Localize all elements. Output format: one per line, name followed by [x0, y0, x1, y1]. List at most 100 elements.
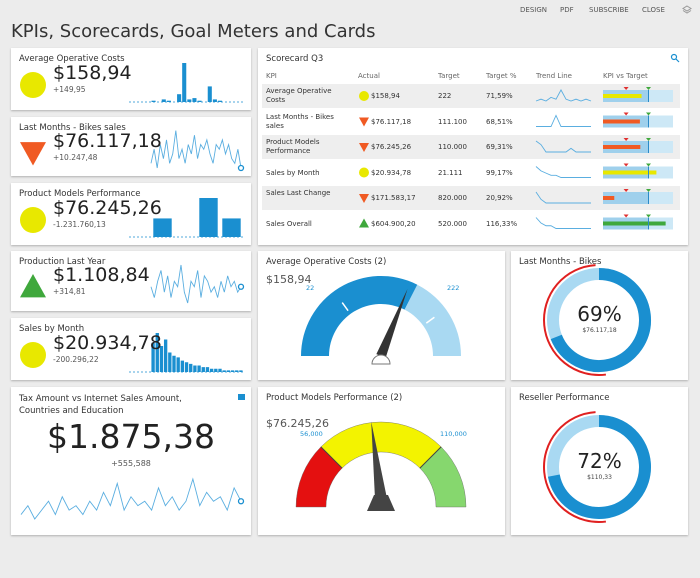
marker-red: [623, 163, 629, 167]
donut-arc: [550, 268, 651, 372]
trend-bar: [159, 346, 164, 372]
status-circle: [20, 72, 46, 98]
menu-item[interactable]: DESIGN: [520, 6, 547, 14]
trend-line: [150, 264, 242, 304]
kpi-name: Last Months - Bikes sales: [266, 112, 334, 130]
search-icon-handle: [675, 58, 680, 63]
gauge-band: [301, 276, 418, 356]
bullet-bar: [603, 221, 666, 226]
gauge-card: Average Operative Costs (2) $158,94 22 222: [258, 251, 505, 380]
trend-line: [536, 114, 591, 127]
page-title: KPIs, Scorecards, Goal Meters and Cards: [11, 21, 376, 42]
kpi-value: $20.934,78: [53, 332, 162, 354]
trend-bar: [176, 357, 180, 372]
trend-bar: [201, 367, 205, 372]
layers-icon[interactable]: [682, 5, 692, 15]
kpi-value: $76.117,18: [53, 129, 162, 152]
actual: $20.934,78: [371, 168, 412, 177]
scorecard: Scorecard Q3 KPI Actual Target Target % Trend…: [258, 48, 688, 245]
actual: $604.900,20: [371, 219, 416, 228]
column-header: Target: [438, 72, 460, 80]
card-title: Reseller Performance: [519, 393, 610, 403]
kpi-change: +314,81: [53, 287, 86, 296]
marker-red: [623, 112, 629, 116]
kpi-card: Production Last Year $1.108,84 +314,81: [11, 251, 251, 311]
actual: $76.245,26: [371, 143, 412, 151]
card-title: Sales by Month: [19, 324, 85, 334]
graphic: [20, 130, 245, 172]
target-pct: 99,17%: [486, 168, 513, 177]
trend-bar: [163, 339, 168, 372]
actual: $158,94: [371, 92, 400, 100]
trend-bar: [199, 198, 218, 237]
status-circle: [359, 91, 369, 101]
graphic: [543, 411, 651, 523]
donut-card: Last Months - Bikes 69% $76.117,18: [511, 251, 688, 380]
menu-item[interactable]: SUBSCRIBE: [589, 6, 629, 14]
donut-amount: $76.117,18: [582, 327, 617, 334]
menu-item[interactable]: CLOSE: [642, 6, 665, 14]
marker-red: [623, 214, 629, 218]
kpi-change: -1.231.760,13: [53, 220, 106, 229]
trend-bar: [218, 368, 222, 372]
kpi-value: $158,94: [53, 62, 132, 84]
status-triangle-up: [20, 274, 46, 298]
graphic: [20, 198, 243, 238]
trend-bar: [230, 370, 235, 372]
gauge-needle: [371, 421, 387, 500]
bullet-bar: [603, 196, 615, 200]
trend-line: [535, 217, 591, 229]
marker-green: [646, 87, 651, 90]
graphic: [20, 63, 243, 103]
trend-end-dot: [237, 498, 245, 505]
kpi-name: Sales Overall: [266, 219, 312, 228]
trend-bar: [187, 99, 192, 102]
gauge-label: 56,000: [300, 430, 323, 438]
gauge-tick: [320, 446, 343, 469]
trend-bar: [153, 218, 172, 237]
trend-bar: [161, 99, 166, 102]
marker-red: [623, 189, 629, 192]
trend-bar: [209, 368, 214, 372]
trend-bar: [235, 370, 239, 372]
target-pct: 71,59%: [486, 92, 513, 100]
card-title: Scorecard Q3: [266, 54, 324, 64]
trend-line: [535, 89, 592, 102]
trend-bar: [205, 367, 210, 372]
kpi-card: Product Models Performance $76.245,26 -1.2…: [11, 183, 251, 245]
chart-icon: [238, 394, 245, 400]
trend-bar: [168, 352, 172, 372]
kpi-change: +10.247,48: [53, 152, 98, 162]
status-triangle-up: [359, 218, 369, 228]
trend-bar: [217, 100, 223, 102]
kpi-value: $1.108,84: [53, 264, 150, 286]
trend-bar: [189, 363, 193, 372]
bullet-bar: [603, 170, 657, 175]
card-title: Tax Amount vs Internet Sales Amount, Cou…: [19, 394, 182, 416]
card-title: Product Models Performance: [19, 189, 141, 199]
gauge-label: 222: [447, 284, 460, 292]
trend-bar: [222, 218, 241, 237]
trend-bar: [222, 370, 226, 372]
column-header: Target %: [486, 72, 517, 80]
target: 820.000: [438, 194, 467, 202]
card-title: Product Models Performance (2): [266, 393, 403, 403]
actual: $76.117,18: [371, 117, 412, 126]
trend-bar: [151, 100, 156, 102]
status-triangle-down: [359, 143, 369, 152]
donut-card: Reseller Performance 72% $110,33: [511, 387, 688, 535]
kpi-value: $1.875,38: [47, 417, 215, 456]
trend-bar: [151, 342, 155, 372]
marker-green: [646, 112, 651, 116]
gauge-band: [419, 446, 467, 508]
target-pct: 116,33%: [486, 219, 518, 228]
bullet-bar: [603, 119, 640, 124]
bullet-bar: [603, 145, 641, 149]
menu-item[interactable]: PDF: [560, 6, 574, 14]
kpi-name: Average Operative Costs: [266, 87, 332, 104]
trend-bar: [180, 360, 185, 372]
trend-line: [535, 140, 591, 153]
card-title: Average Operative Costs: [19, 54, 125, 64]
kpi-name: Product Models Performance: [266, 138, 320, 155]
trend-line: [150, 130, 242, 169]
